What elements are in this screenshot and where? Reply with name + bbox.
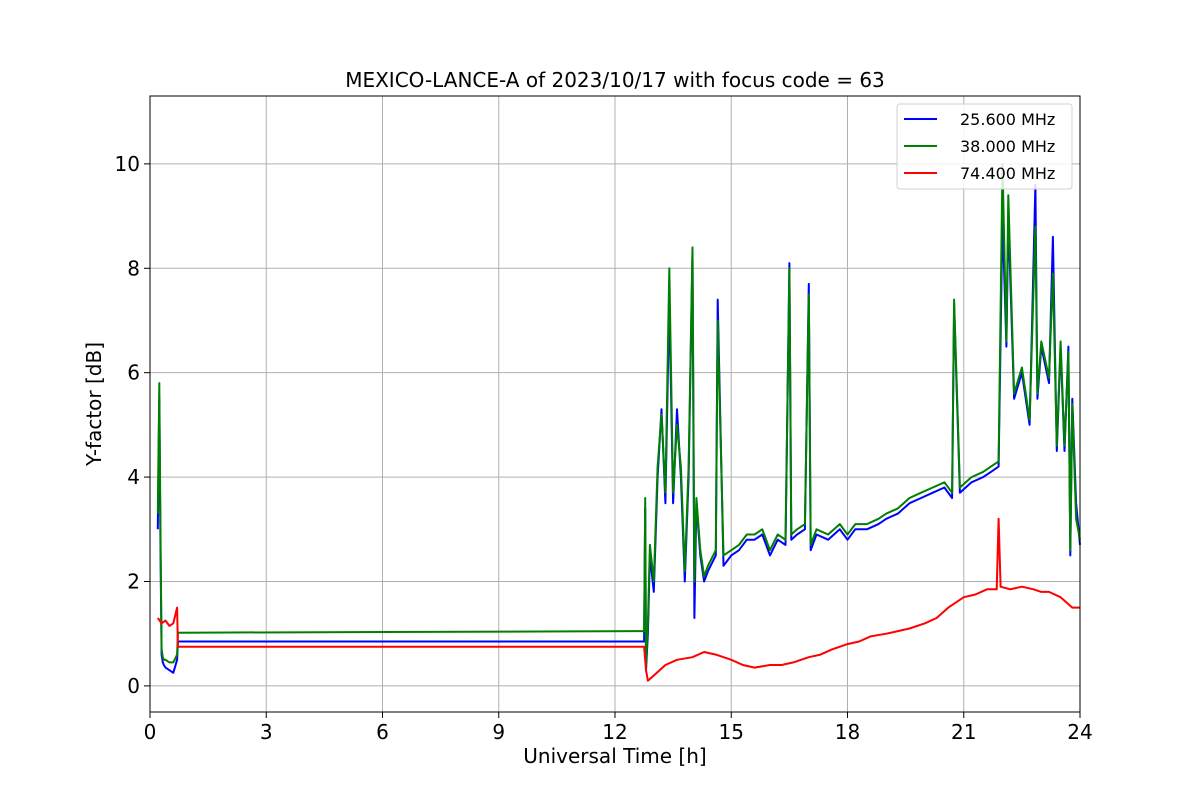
series-line-3 — [156, 517, 1080, 682]
y-tick-label: 6 — [127, 361, 140, 385]
x-tick-label: 6 — [376, 720, 389, 744]
series-layer — [156, 162, 1081, 682]
y-tick-label: 0 — [127, 674, 140, 698]
legend-label: 25.600 MHz — [960, 110, 1055, 129]
x-tick-label: 9 — [492, 720, 505, 744]
series-line-1 — [156, 183, 1081, 674]
x-tick-label: 3 — [260, 720, 273, 744]
x-tick-label: 18 — [835, 720, 860, 744]
x-axis-label: Universal Time [h] — [523, 744, 706, 768]
y-axis-label: Y-factor [dB] — [82, 342, 106, 467]
x-tick-label: 21 — [951, 720, 976, 744]
x-tick-label: 12 — [602, 720, 627, 744]
x-tick-label: 15 — [719, 720, 744, 744]
y-tick-label: 4 — [127, 465, 140, 489]
grid-layer — [149, 96, 1081, 712]
series-line-2 — [156, 162, 1081, 666]
legend-box — [896, 103, 1073, 190]
y-tick-label: 2 — [127, 569, 140, 593]
legend-label: 38.000 MHz — [960, 137, 1055, 156]
x-tick-label: 0 — [144, 720, 157, 744]
y-tick-label: 8 — [127, 256, 140, 280]
x-tick-label: 24 — [1067, 720, 1092, 744]
legend-label: 74.400 MHz — [960, 164, 1055, 183]
legend: 25.600 MHz 38.000 MHz 74.400 MHz — [896, 103, 1073, 190]
chart-title: MEXICO-LANCE-A of 2023/10/17 with focus … — [345, 68, 885, 92]
y-tick-label: 10 — [115, 152, 140, 176]
